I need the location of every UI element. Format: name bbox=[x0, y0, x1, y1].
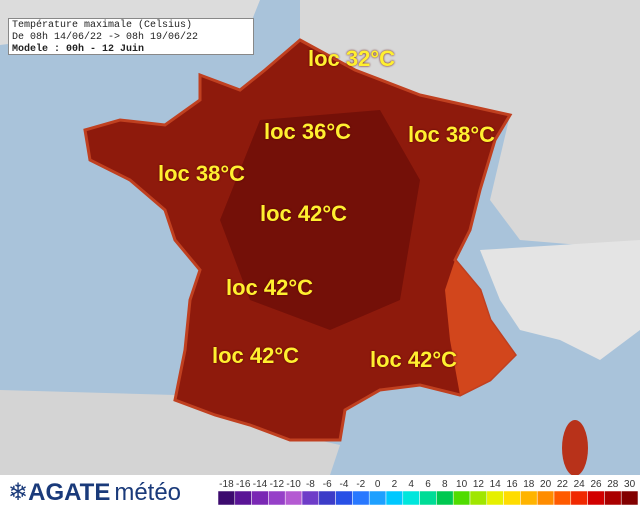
legend-tick-label: 16 bbox=[506, 479, 518, 490]
legend-swatch bbox=[604, 490, 622, 506]
legend-tick-label: -16 bbox=[236, 479, 251, 490]
label: loc 32°C bbox=[308, 46, 396, 71]
legend-tick-label: -10 bbox=[286, 479, 301, 490]
legend-tick-label: 30 bbox=[624, 479, 636, 490]
label: loc 42°C bbox=[370, 347, 458, 372]
legend-tick-label: 0 bbox=[375, 479, 381, 490]
legend-swatch bbox=[436, 490, 454, 506]
label: loc 42°C bbox=[212, 343, 300, 368]
legend-swatch bbox=[217, 490, 236, 506]
legend-tick-label: 28 bbox=[607, 479, 619, 490]
legend-swatch bbox=[452, 490, 471, 506]
france-southeast bbox=[445, 260, 515, 395]
header-period: De 08h 14/06/22 -> 08h 19/06/22 bbox=[12, 32, 199, 43]
legend-swatch bbox=[368, 490, 387, 506]
legend-swatch bbox=[301, 490, 320, 506]
legend-tick-label: 22 bbox=[557, 479, 569, 490]
label: loc 38°C bbox=[408, 122, 496, 147]
legend-swatch bbox=[335, 490, 353, 506]
legend-tick-label: 10 bbox=[456, 479, 468, 490]
legend-tick-label: 4 bbox=[408, 479, 414, 490]
corsica bbox=[562, 420, 588, 476]
legend-swatch bbox=[352, 490, 370, 506]
legend-tick-label: 24 bbox=[574, 479, 586, 490]
legend-swatch bbox=[536, 490, 555, 506]
legend-swatch bbox=[469, 490, 488, 506]
legend-swatch bbox=[620, 490, 639, 506]
land-spain bbox=[0, 390, 340, 475]
legend-tick-label: -12 bbox=[270, 479, 285, 490]
legend-tick-label: 8 bbox=[442, 479, 448, 490]
legend-tick-label: 18 bbox=[523, 479, 535, 490]
legend-swatch bbox=[234, 490, 252, 506]
legend-swatch bbox=[318, 490, 336, 506]
header-title: Température maximale (Celsius) bbox=[12, 20, 193, 31]
legend-tick-label: 14 bbox=[490, 479, 502, 490]
logo: ❄AGATE météo bbox=[8, 479, 182, 506]
legend-tick-label: 26 bbox=[590, 479, 602, 490]
label: loc 38°C bbox=[158, 161, 246, 186]
header-model: Modele : 00h - 12 Juin bbox=[12, 44, 145, 55]
legend-tick-label: 12 bbox=[473, 479, 485, 490]
legend-swatch bbox=[284, 490, 303, 506]
legend-swatch bbox=[553, 490, 572, 506]
legend-swatch bbox=[587, 490, 605, 506]
legend-tick-label: -18 bbox=[219, 479, 234, 490]
label: loc 42°C bbox=[260, 201, 348, 226]
legend-tick-label: 2 bbox=[392, 479, 398, 490]
logo-suffix: météo bbox=[114, 479, 182, 506]
legend-swatch bbox=[503, 490, 521, 506]
legend-swatch bbox=[520, 490, 538, 506]
legend-swatch bbox=[486, 490, 504, 506]
legend-tick-label: -14 bbox=[253, 479, 268, 490]
legend-swatch bbox=[402, 490, 420, 506]
legend-tick-label: -8 bbox=[306, 479, 315, 490]
legend-tick-label: 6 bbox=[425, 479, 431, 490]
label: loc 42°C bbox=[226, 275, 314, 300]
header: Température maximale (Celsius) De 08h 14… bbox=[8, 18, 254, 55]
legend-swatch bbox=[570, 490, 588, 506]
legend-swatch bbox=[419, 490, 437, 506]
legend-tick-label: -6 bbox=[323, 479, 332, 490]
legend-swatch bbox=[268, 490, 286, 506]
legend-swatch bbox=[251, 490, 269, 506]
land-alps bbox=[480, 240, 640, 360]
logo-brand: AGATE bbox=[28, 479, 111, 506]
france-interior bbox=[220, 110, 420, 330]
legend: -18 -16 -14 -12 -10 -8 -6 -4 -2 0 2 4 6 8 10 12 14 16 18 20… bbox=[217, 479, 639, 506]
legend-swatch bbox=[385, 490, 404, 506]
land-east bbox=[300, 0, 640, 250]
legend-tick-label: 20 bbox=[540, 479, 552, 490]
label: loc 36°C bbox=[264, 119, 352, 144]
legend-tick-label: -4 bbox=[340, 479, 349, 490]
legend-tick-label: -2 bbox=[356, 479, 365, 490]
